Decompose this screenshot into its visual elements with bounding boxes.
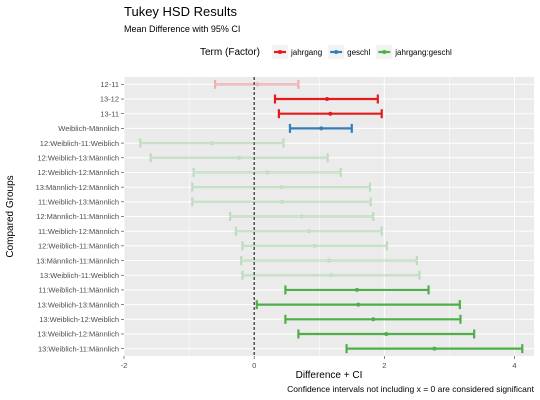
errorbar-row: [284, 314, 462, 324]
diff-point: [327, 258, 331, 263]
diff-point: [356, 302, 361, 307]
x-tick-label: 2: [382, 361, 386, 370]
error-bars: [139, 79, 524, 354]
legend-label: jahrgang: [290, 48, 322, 57]
errorbar-row: [273, 94, 379, 104]
errorbar-row: [192, 167, 342, 177]
legend-key-point: [278, 50, 282, 54]
chart-title: Tukey HSD Results: [124, 4, 237, 19]
errorbar-row: [288, 123, 353, 133]
y-tick-label: 11:Weiblich-13:Männlich: [38, 198, 119, 207]
diff-point: [312, 243, 317, 248]
x-tick-label: -2: [121, 361, 128, 370]
y-tick-label: 11:Weiblich-11:Männlich: [39, 286, 119, 295]
y-tick-label: 13:Weiblich-11:Weiblich: [40, 271, 119, 280]
x-tick-label: 4: [512, 361, 516, 370]
errorbar-row: [234, 226, 383, 236]
y-tick-label: 11:Weiblich-12:Männlich: [38, 227, 119, 236]
errorbar-row: [214, 79, 300, 89]
diff-point: [325, 97, 330, 102]
diff-point: [279, 185, 284, 190]
errorbar-row: [345, 344, 524, 354]
errorbar-row: [255, 300, 461, 310]
errorbar-row: [277, 109, 383, 119]
x-axis-label: Difference + CI: [296, 370, 363, 381]
legend-key-point: [382, 50, 387, 54]
y-tick-label: 12:Weiblich-12:Männlich: [37, 168, 119, 177]
x-tick-labels: -2 0 2 4: [121, 356, 517, 370]
y-tick-label: 13:Weiblich-12:Männlich: [37, 330, 119, 339]
y-tick-label: 12:Weiblich-11:Weiblich: [40, 139, 119, 148]
y-tick-label: 12:Weiblich-11:Männlich: [38, 242, 119, 251]
y-tick-labels: 12-11 13-12 13-11 Weiblich-Männlich 12:Weibl…: [36, 80, 124, 353]
legend-label: geschl: [347, 48, 370, 57]
y-tick-label: 12-11: [100, 80, 119, 89]
y-tick-label: 13-12: [100, 95, 119, 104]
diff-point: [328, 273, 333, 278]
errorbar-row: [191, 197, 372, 207]
errorbar-row: [228, 212, 375, 221]
y-tick-label: Weiblich-Männlich: [58, 124, 119, 133]
diff-point: [371, 317, 376, 322]
y-tick-label: 12:Männlich-11:Männlich: [36, 212, 119, 221]
y-tick-label: 13:Weiblich-13:Männlich: [37, 300, 119, 309]
diff-point: [328, 111, 333, 116]
diff-point: [384, 331, 389, 336]
errorbar-row: [297, 329, 476, 339]
errorbar-row: [284, 285, 430, 295]
errorbar-row: [139, 138, 285, 148]
diff-point: [306, 229, 311, 234]
legend-title: Term (Factor): [200, 47, 260, 58]
errorbar-row: [240, 256, 418, 266]
diff-point: [299, 214, 304, 219]
errorbar-row: [241, 241, 389, 251]
diff-point: [319, 126, 324, 131]
y-tick-label: 13:Weiblich-11:Männlich: [38, 344, 119, 353]
diff-point: [209, 141, 214, 146]
y-tick-label: 13-11: [100, 109, 119, 118]
legend: Term (Factor) jahrgang geschl jahrgang:ges…: [200, 45, 452, 59]
y-tick-label: 13:Weiblich-12:Weiblich: [39, 315, 119, 324]
errorbar-row: [191, 182, 372, 192]
legend-item: jahrgang: [272, 45, 322, 59]
legend-item: geschl: [328, 45, 370, 59]
legend-item: jahrgang:geschl: [376, 45, 452, 59]
y-tick-label: 13:Männlich-12:Männlich: [36, 183, 119, 192]
errorbar-row: [149, 153, 329, 163]
chart-subtitle: Mean Difference with 95% CI: [124, 24, 240, 34]
diff-point: [280, 199, 285, 204]
y-tick-label: 12:Weiblich-13:Männlich: [37, 153, 119, 162]
errorbar-row: [241, 270, 421, 280]
caption: Confidence intervals not including x = 0…: [287, 384, 535, 394]
y-axis-label: Compared Groups: [5, 175, 16, 257]
diff-point: [432, 346, 437, 351]
diff-point: [265, 170, 270, 175]
y-tick-label: 13:Männlich-11:Männlich: [36, 256, 119, 265]
diff-point: [237, 155, 242, 160]
diff-point: [255, 82, 260, 87]
legend-label: jahrgang:geschl: [394, 48, 452, 57]
legend-key-point: [334, 50, 339, 54]
diff-point: [354, 287, 359, 292]
x-tick-label: 0: [252, 361, 256, 370]
